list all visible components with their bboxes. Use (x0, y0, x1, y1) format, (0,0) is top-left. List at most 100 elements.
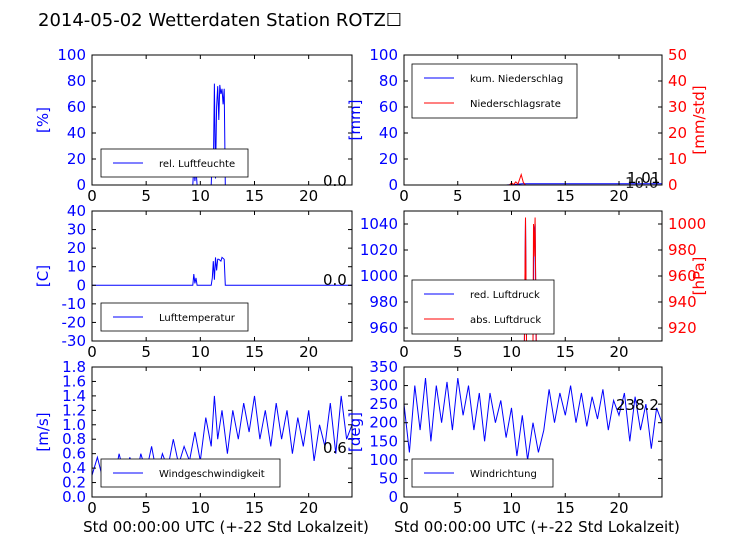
series-line-niederschlagsrate (404, 172, 662, 185)
axes-frame (91, 54, 353, 186)
x-tick-label: 15 (245, 499, 264, 517)
x-tick-label: 10 (191, 499, 210, 517)
axes-frame (403, 54, 663, 186)
y-tick-label: 100 (369, 451, 398, 469)
x-tick-label: 15 (556, 343, 575, 361)
y2-tick-label: 940 (668, 293, 697, 311)
y-tick-label: 80 (67, 72, 86, 90)
x-tick-label: 20 (609, 499, 628, 517)
y-tick-label: 1000 (360, 267, 398, 285)
x-tick-label: 15 (556, 187, 575, 205)
y-axis-label: [%] (34, 107, 52, 133)
y-axis-label: [deg] (346, 412, 364, 452)
x-tick-label: 5 (141, 187, 151, 205)
axes-frame (91, 210, 353, 342)
y-tick-label: 1020 (360, 241, 398, 259)
legend-box (411, 63, 578, 119)
y-tick-label: 0 (76, 176, 86, 194)
y-tick-label: -20 (62, 313, 87, 331)
x-tick-label: 0 (399, 343, 409, 361)
y-tick-label: 300 (369, 377, 398, 395)
y-tick-label: 250 (369, 395, 398, 413)
figure-title: 2014-05-02 Wetterdaten Station ROTZ☐ (38, 10, 402, 31)
x-tick-label: 5 (141, 499, 151, 517)
y-tick-label: -10 (62, 295, 87, 313)
y-tick-label: 350 (369, 358, 398, 376)
legend-label: red. Luftdruck (470, 290, 540, 301)
current-value-label: 10.0 (625, 174, 658, 192)
y-tick-label: 1.2 (62, 401, 86, 419)
y-tick-label: 1.8 (62, 358, 86, 376)
legend-label: kum. Niederschlag (470, 74, 563, 85)
y-tick-label: 0.4 (62, 459, 86, 477)
y-tick-label: 40 (67, 124, 86, 142)
y-tick-label: 60 (67, 98, 86, 116)
y-tick-label: 0.2 (62, 474, 86, 492)
y-tick-label: 50 (379, 469, 398, 487)
y2-tick-label: 1000 (668, 215, 706, 233)
y-tick-label: 0 (388, 488, 398, 506)
x-tick-label: 20 (299, 343, 318, 361)
y2-axis-label: [mm/std] (690, 85, 708, 154)
y-tick-label: 10 (67, 258, 86, 276)
y2-tick-label: 30 (668, 98, 687, 116)
y-axis-label: [mm] (346, 100, 364, 141)
y-tick-label: 100 (369, 46, 398, 64)
y-tick-label: 40 (379, 124, 398, 142)
y-tick-label: 1.0 (62, 416, 86, 434)
current-value-label: 238.2 (616, 396, 659, 414)
current-value-label: 0.0 (323, 271, 347, 289)
y-tick-label: 80 (379, 72, 398, 90)
current-value-label: 0.0 (323, 172, 347, 190)
x-tick-label: 0 (87, 343, 97, 361)
y-tick-label: 100 (57, 46, 86, 64)
y-tick-label: 30 (67, 221, 86, 239)
y2-tick-label: 50 (668, 46, 687, 64)
y-tick-label: 1040 (360, 215, 398, 233)
x-tick-label: 5 (141, 343, 151, 361)
y2-axis-label: [hPa] (690, 257, 708, 296)
y-tick-label: 40 (67, 202, 86, 220)
chart-panel-winddirection (403, 366, 663, 498)
x-tick-label: 0 (87, 499, 97, 517)
y-tick-label: 0 (76, 276, 86, 294)
y-tick-label: -30 (62, 332, 87, 350)
x-tick-label: 10 (502, 343, 521, 361)
x-axis-label: Std 00:00:00 UTC (+-22 Std Lokalzeit) (394, 518, 680, 536)
y2-tick-label: 920 (668, 319, 697, 337)
y2-tick-label: 980 (668, 241, 697, 259)
y-tick-label: 20 (67, 150, 86, 168)
y-tick-label: 20 (67, 239, 86, 257)
y-tick-label: 960 (369, 319, 398, 337)
y-axis-label: [C] (34, 265, 52, 287)
chart-panel-windspeed (91, 366, 353, 498)
x-axis-label: Std 00:00:00 UTC (+-22 Std Lokalzeit) (83, 518, 369, 536)
y-tick-label: 1.6 (62, 372, 86, 390)
current-value-label: 1.01 (627, 169, 660, 187)
axes-frame (91, 366, 353, 498)
x-tick-label: 5 (453, 499, 463, 517)
series-line-windrichtung (404, 378, 662, 460)
y-axis-label: [m/s] (34, 412, 52, 451)
y-tick-label: 60 (379, 98, 398, 116)
y-tick-label: 1.4 (62, 387, 86, 405)
y2-tick-label: 960 (668, 267, 697, 285)
chart-panel-precipitation (403, 54, 663, 186)
x-tick-label: 20 (299, 499, 318, 517)
y2-tick-label: 20 (668, 124, 687, 142)
x-tick-label: 0 (87, 187, 97, 205)
current-value-label: 0.6 (323, 439, 347, 457)
y-tick-label: 0 (388, 176, 398, 194)
x-tick-label: 10 (191, 343, 210, 361)
chart-panel-pressure (403, 210, 663, 342)
legend-label: Lufttemperatur (159, 313, 236, 324)
x-tick-label: 0 (399, 499, 409, 517)
x-tick-label: 10 (502, 187, 521, 205)
x-tick-label: 15 (245, 343, 264, 361)
legend-label: abs. Luftdruck (470, 315, 541, 326)
chart-panel-humidity (91, 54, 353, 186)
chart-panel-temperature (91, 210, 353, 342)
x-tick-label: 10 (502, 499, 521, 517)
